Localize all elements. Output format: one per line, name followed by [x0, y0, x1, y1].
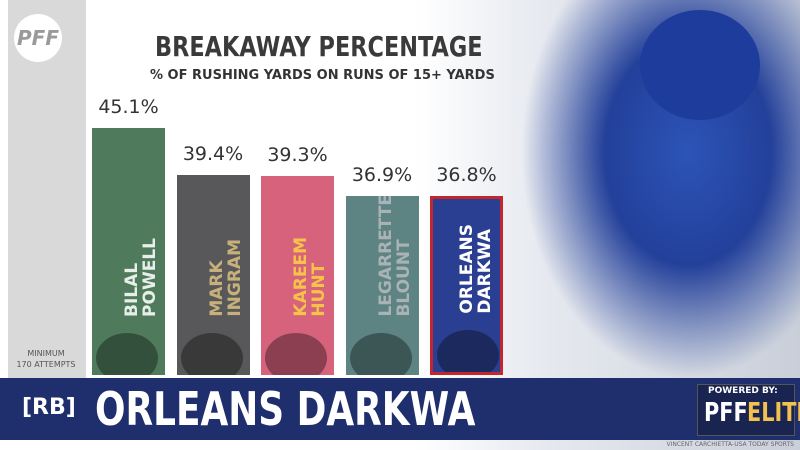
- brand-logo: PFF: [14, 14, 62, 62]
- note-line: MINIMUM: [27, 349, 65, 358]
- team-logo: [349, 332, 412, 375]
- bar: BILAL POWELL: [92, 128, 165, 375]
- powered-label: POWERED BY:: [708, 386, 778, 396]
- note: MINIMUM 170 ATTEMPTS: [10, 348, 82, 370]
- helmet: [640, 10, 760, 120]
- team-logo: [437, 329, 499, 372]
- powered-brand: PFF: [704, 398, 748, 428]
- side-strip: [8, 0, 86, 378]
- powered-tier: ELITE: [747, 398, 800, 428]
- value-label: 36.8%: [436, 164, 497, 187]
- banner: [0, 378, 800, 440]
- team-logo: [96, 332, 158, 375]
- bar: LEGARRETTE BLOUNT: [345, 195, 419, 375]
- position: [RB]: [22, 395, 76, 420]
- team-logo: [180, 332, 243, 375]
- bar-label: ORLEANS DARKWA: [457, 224, 495, 314]
- powered-box: [697, 384, 795, 436]
- bar-label: MARK INGRAM: [206, 239, 245, 317]
- bar-label: KAREEM HUNT: [291, 237, 329, 317]
- chart-title: BREAKAWAY PERCENTAGE: [155, 30, 483, 63]
- bar: KAREEM HUNT: [261, 175, 334, 375]
- note-line: 170 ATTEMPTS: [16, 360, 76, 369]
- chart-subtitle: % OF RUSHING YARDS ON RUNS OF 15+ YARDS: [150, 68, 495, 83]
- value-label: 36.9%: [351, 163, 413, 186]
- bar-label: LEGARRETTE BLOUNT: [375, 195, 414, 317]
- bar-label: BILAL POWELL: [122, 238, 160, 317]
- bar: MARK INGRAM: [176, 175, 250, 375]
- bar: ORLEANS DARKWA: [430, 196, 503, 375]
- value-label: 45.1%: [98, 96, 159, 119]
- player-name: ORLEANS DARKWA: [95, 382, 476, 436]
- team-logo: [265, 332, 327, 375]
- value-label: 39.3%: [267, 143, 328, 166]
- photo-credit: VINCENT CARCHIETTA-USA TODAY SPORTS: [666, 441, 794, 448]
- value-label: 39.4%: [182, 143, 244, 166]
